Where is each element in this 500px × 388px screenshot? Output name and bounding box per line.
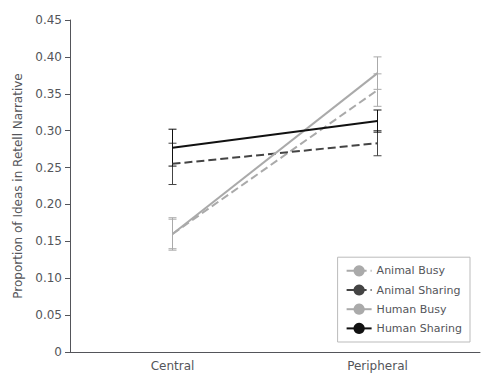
svg-text:Proportion of Ideas in Retell: Proportion of Ideas in Retell Narrative: [11, 73, 25, 298]
svg-text:Peripheral: Peripheral: [347, 359, 408, 373]
svg-text:0.10: 0.10: [35, 271, 62, 285]
svg-text:Animal Sharing: Animal Sharing: [377, 284, 461, 297]
svg-text:0.40: 0.40: [35, 50, 62, 64]
svg-text:0.15: 0.15: [35, 234, 62, 248]
svg-text:0: 0: [54, 345, 62, 359]
svg-text:0.45: 0.45: [35, 13, 62, 27]
svg-text:0.30: 0.30: [35, 124, 62, 138]
svg-text:Human Busy: Human Busy: [377, 303, 447, 316]
svg-text:Central: Central: [151, 359, 195, 373]
svg-text:0.05: 0.05: [35, 308, 62, 322]
svg-text:0.20: 0.20: [35, 197, 62, 211]
svg-text:0.25: 0.25: [35, 161, 62, 175]
svg-text:Animal Busy: Animal Busy: [377, 264, 446, 277]
svg-text:0.35: 0.35: [35, 87, 62, 101]
svg-text:Human Sharing: Human Sharing: [377, 322, 462, 335]
